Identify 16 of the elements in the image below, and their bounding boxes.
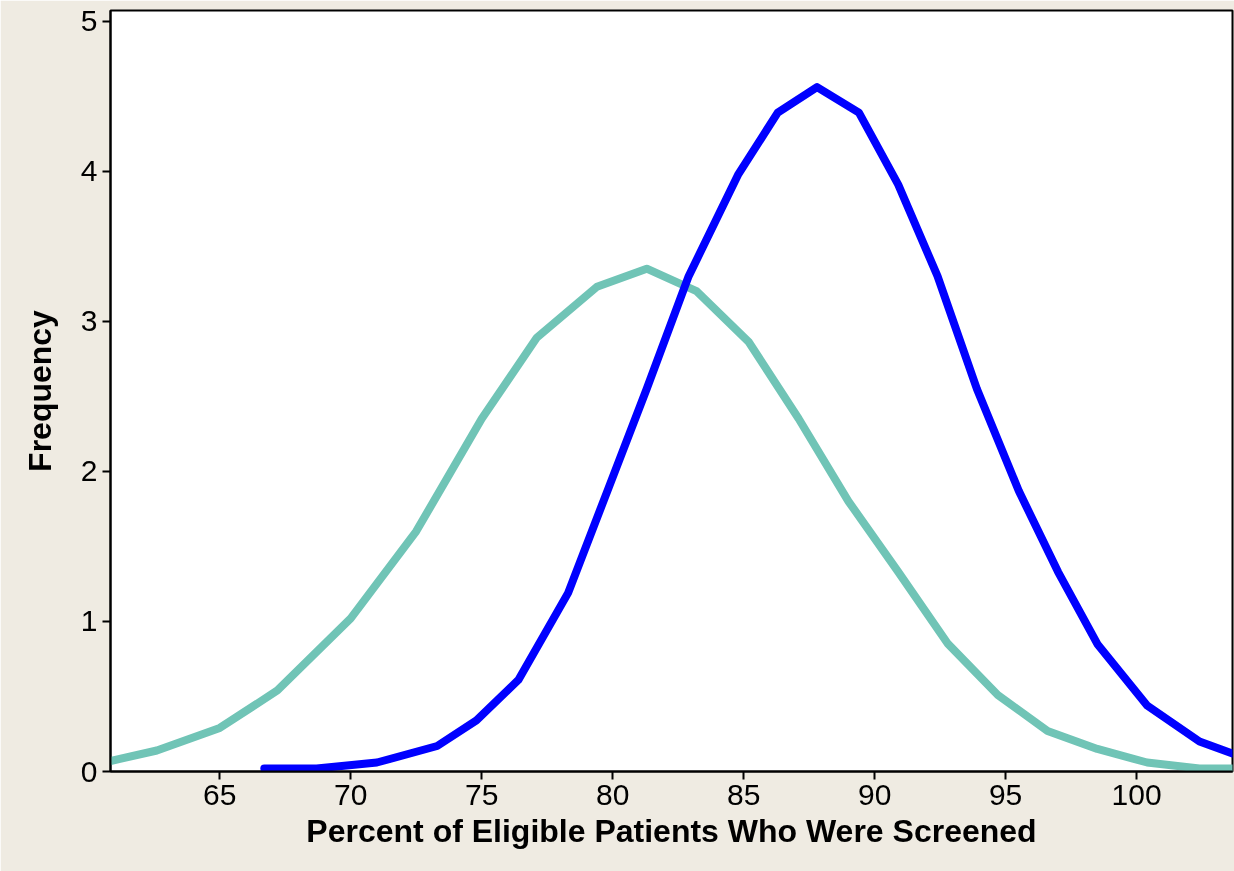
- y-tick-label: 2: [80, 454, 98, 488]
- y-tick-label: 1: [80, 604, 98, 638]
- x-tick-label: 80: [596, 777, 630, 811]
- x-tick-label: 100: [1111, 777, 1162, 811]
- x-tick-label: 85: [726, 777, 761, 811]
- x-tick-label: 90: [857, 777, 892, 811]
- y-tick-label: 4: [80, 154, 98, 188]
- x-tick-label: 95: [988, 777, 1023, 811]
- x-tick-label: 70: [334, 777, 368, 811]
- y-axis-title: Frequency: [21, 309, 58, 472]
- x-tick-label: 75: [465, 777, 499, 811]
- x-axis-title: Percent of Eligible Patients Who Were Screened: [306, 812, 1037, 849]
- y-tick-label: 3: [80, 304, 98, 338]
- y-tick-label: 5: [80, 4, 98, 38]
- x-tick-label: 65: [203, 777, 237, 811]
- y-tick-label: 0: [80, 754, 98, 788]
